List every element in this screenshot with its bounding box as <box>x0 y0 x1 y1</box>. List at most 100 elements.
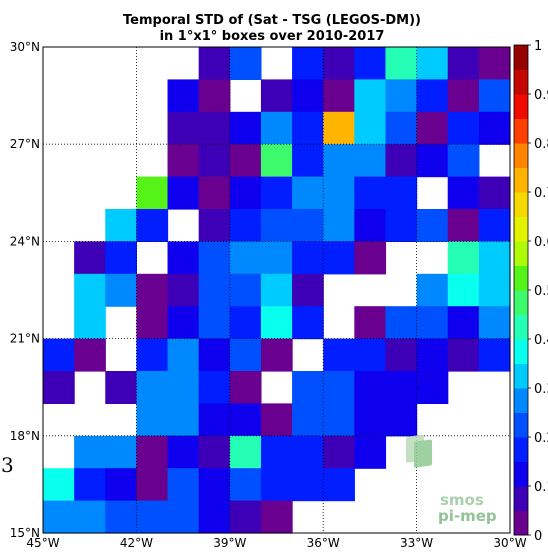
heatmap-cell <box>198 47 231 80</box>
colorbar-tick-label: 0.6 <box>534 235 548 250</box>
logo-text-pimep: pi-mep <box>438 507 497 525</box>
heatmap-cell <box>447 306 480 340</box>
heatmap-cell <box>229 209 262 242</box>
heatmap-cell <box>43 338 75 372</box>
heatmap-cell <box>292 144 324 178</box>
heatmap-cell <box>323 241 355 275</box>
x-tick-label: 42°W <box>120 536 153 549</box>
heatmap-cell <box>74 273 106 307</box>
heatmap-cell <box>105 371 137 404</box>
smos-pimep-logo: smos pi-mep <box>406 434 497 525</box>
colorbar-tick-label: 0.7 <box>534 186 548 201</box>
colorbar-swatch <box>514 143 528 168</box>
heatmap-cell <box>260 241 293 275</box>
logo-text-smos: smos <box>440 491 484 509</box>
heatmap-cell <box>136 403 169 437</box>
heatmap-cell <box>292 403 324 437</box>
heatmap-cell <box>198 241 231 275</box>
heatmap-cell <box>416 209 449 242</box>
y-axis: 15°N 18°N 21°N 24°N 27°N 30°N <box>10 40 40 540</box>
colorbar-swatch <box>514 69 528 95</box>
heatmap-cell <box>385 306 418 340</box>
plot-frame <box>42 46 511 534</box>
heatmap-cell <box>136 176 169 210</box>
heatmap-cell <box>292 273 324 307</box>
heatmap-cell <box>43 500 75 534</box>
heatmap-cell <box>354 47 387 80</box>
heatmap-cell <box>229 468 262 502</box>
colorbar-swatch <box>514 314 528 340</box>
heatmap-cell <box>260 435 293 469</box>
heatmap-cell <box>385 403 418 437</box>
heatmap-cell <box>416 338 449 372</box>
heatmap-cell <box>136 500 169 534</box>
heatmap-cell <box>323 338 355 372</box>
heatmap-cell <box>478 79 511 113</box>
x-tick-label: 45°W <box>26 536 59 549</box>
heatmap-cell <box>385 371 418 404</box>
heatmap-cell <box>198 111 231 145</box>
heatmap-cell <box>354 209 387 242</box>
y-tick-label: 21°N <box>10 332 40 346</box>
heatmap-cell <box>229 47 262 80</box>
heatmap-cell <box>229 306 262 340</box>
heatmap-cell <box>323 435 355 469</box>
heatmap-cell <box>416 111 449 145</box>
heatmap-cell <box>136 306 169 340</box>
chart-title: Temporal STD of (Sat - TSG (LEGOS-DM)) <box>123 13 421 28</box>
heatmap-cell <box>74 338 106 372</box>
heatmap-cell <box>354 144 387 178</box>
heatmap-cell <box>323 47 355 80</box>
heatmap-cell <box>105 273 137 307</box>
y-tick-label: 30°N <box>10 40 40 54</box>
logo-mark-front <box>414 439 432 468</box>
heatmap-cell <box>416 306 449 340</box>
colorbar-swatch <box>514 437 528 462</box>
x-tick-label: 30°W <box>493 536 526 549</box>
heatmap-cell <box>385 79 418 113</box>
colorbar-swatch <box>514 412 528 438</box>
heatmap-cell <box>136 371 169 404</box>
heatmap-cell <box>167 79 200 113</box>
heatmap-cell <box>447 209 480 242</box>
heatmap-cells <box>43 47 511 534</box>
colorbar-tick-label: 0.3 <box>534 382 548 397</box>
heatmap-cell <box>136 468 169 502</box>
heatmap-cell <box>354 338 387 372</box>
heatmap-cell <box>354 176 387 210</box>
heatmap-cell <box>167 468 200 502</box>
heatmap-cell <box>292 241 324 275</box>
x-axis: 45°W 42°W 39°W 36°W 33°W 30°W <box>26 536 526 550</box>
colorbar-swatch <box>514 510 528 536</box>
heatmap-cell <box>105 435 137 469</box>
heatmap-cell <box>292 176 324 210</box>
heatmap-cell <box>260 500 293 534</box>
heatmap-cell <box>229 371 262 404</box>
heatmap-cell <box>385 111 418 145</box>
heatmap-cell <box>260 176 293 210</box>
heatmap-cell <box>416 47 449 80</box>
heatmap-cell <box>354 241 387 275</box>
heatmap-cell <box>198 209 231 242</box>
x-tick-label: 33°W <box>400 536 433 549</box>
heatmap-cell <box>105 209 137 242</box>
colorbar-swatch <box>514 486 528 511</box>
heatmap-cell <box>292 111 324 145</box>
heatmap-cell <box>167 144 200 178</box>
heatmap-cell <box>323 176 355 210</box>
heatmap-cell <box>292 468 324 502</box>
heatmap-cell <box>167 403 200 437</box>
heatmap-cell <box>478 338 511 372</box>
heatmap-cell <box>74 306 106 340</box>
colorbar-swatch <box>514 388 528 413</box>
heatmap-cell <box>260 273 293 307</box>
heatmap-cell <box>229 500 262 534</box>
heatmap-cell <box>43 468 75 502</box>
colorbar-swatch <box>514 216 528 242</box>
heatmap-cell <box>198 468 231 502</box>
heatmap-cell <box>478 209 511 242</box>
heatmap-cell <box>136 209 169 242</box>
heatmap-cell <box>385 144 418 178</box>
heatmap-cell <box>354 111 387 145</box>
